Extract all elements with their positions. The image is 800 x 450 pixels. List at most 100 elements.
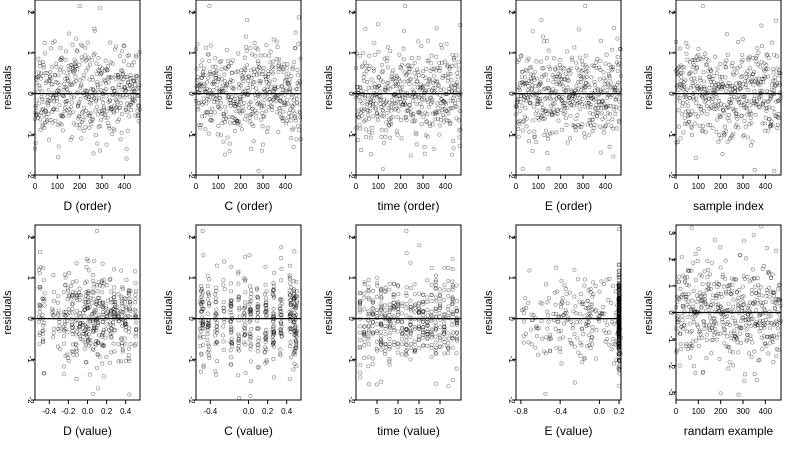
scatter-point: [378, 93, 383, 99]
scatter-point: [211, 80, 216, 85]
scatter-point: [412, 70, 417, 75]
scatter-point: [95, 289, 100, 294]
scatter-point: [604, 96, 609, 101]
scatter-point: [123, 308, 129, 313]
scatter-point: [614, 126, 619, 131]
scatter-point: [117, 82, 122, 88]
scatter-point: [678, 286, 683, 291]
scatter-point: [269, 85, 274, 90]
y-tick-label: 2: [667, 10, 676, 15]
scatter-point: [66, 288, 71, 293]
scatter-point: [33, 140, 38, 146]
scatter-point: [216, 79, 221, 84]
scatter-point: [104, 283, 109, 288]
scatter-point: [198, 335, 203, 340]
scatter-point: [270, 64, 275, 69]
scatter-point: [450, 330, 455, 335]
scatter-point: [293, 46, 298, 51]
scatter-point: [257, 94, 262, 99]
scatter-point: [265, 84, 270, 89]
scatter-point: [380, 70, 385, 75]
scatter-point: [73, 60, 78, 65]
scatter-point: [677, 124, 682, 129]
scatter-point: [748, 103, 753, 108]
scatter-point: [113, 97, 118, 102]
scatter-point: [217, 88, 222, 93]
scatter-point: [425, 307, 430, 313]
scatter-point: [292, 114, 297, 119]
scatter-point: [287, 281, 292, 286]
scatter-point: [287, 81, 292, 86]
scatter-point: [98, 72, 103, 77]
scatter-point: [294, 137, 299, 142]
y-tick-label: 1: [507, 51, 516, 56]
scatter-point: [103, 327, 109, 332]
scatter-point: [573, 116, 578, 121]
scatter-point: [51, 107, 56, 112]
scatter-point: [590, 329, 595, 334]
scatter-point: [62, 81, 67, 86]
scatter-point: [388, 105, 393, 110]
scatter-point: [72, 68, 77, 73]
scatter-point: [205, 110, 210, 115]
x-tick-label: 0: [674, 182, 679, 191]
scatter-point: [256, 101, 261, 106]
scatter-point: [615, 36, 620, 41]
scatter-point: [212, 96, 217, 102]
scatter-point: [198, 100, 203, 105]
scatter-point: [774, 335, 779, 340]
scatter-point: [71, 95, 76, 100]
scatter-point: [578, 353, 583, 358]
scatter-point: [92, 26, 97, 31]
scatter-point: [694, 299, 699, 304]
x-tick-label: 0: [514, 182, 519, 191]
scatter-point: [601, 85, 606, 91]
x-tick-label: 5: [375, 407, 380, 416]
scatter-point: [112, 291, 117, 296]
scatter-point: [715, 66, 720, 71]
scatter-point: [241, 78, 246, 84]
scatter-point: [51, 272, 56, 278]
scatter-point: [260, 142, 266, 147]
x-axis-title: time (value): [377, 424, 440, 438]
y-tick-label: 0: [26, 91, 35, 96]
scatter-point: [121, 43, 126, 48]
scatter-point: [106, 99, 111, 105]
scatter-point: [74, 122, 79, 127]
scatter-point: [34, 76, 39, 81]
scatter-point: [236, 51, 241, 56]
scatter-point: [529, 327, 534, 332]
scatter-point: [254, 115, 259, 120]
scatter-point: [95, 104, 100, 109]
scatter-point: [359, 64, 364, 70]
scatter-point: [226, 64, 231, 69]
scatter-point: [218, 133, 224, 138]
scatter-point: [258, 53, 263, 58]
scatter-point: [90, 278, 95, 283]
scatter-point: [263, 264, 268, 269]
scatter-point: [544, 282, 549, 287]
scatter-point: [265, 74, 270, 79]
scatter-point: [199, 83, 204, 88]
scatter-point: [357, 123, 362, 128]
scatter-point: [93, 108, 98, 113]
scatter-point: [253, 45, 258, 50]
x-axis-title: D (value): [63, 424, 112, 438]
point-cloud: [198, 229, 300, 401]
scatter-point: [100, 261, 105, 266]
x-tick-label: 0.2: [101, 407, 113, 416]
scatter-point: [698, 104, 704, 109]
scatter-point: [81, 109, 86, 114]
scatter-point: [379, 347, 384, 352]
scatter-point: [297, 111, 302, 116]
y-tick-label: -1: [667, 131, 676, 139]
scatter-point: [73, 64, 78, 69]
scatter-point: [764, 245, 769, 251]
scatter-point: [260, 71, 265, 77]
scatter-point: [366, 309, 371, 314]
scatter-point: [442, 59, 447, 64]
scatter-point: [129, 75, 134, 81]
scatter-point: [263, 340, 268, 345]
scatter-point: [271, 306, 276, 311]
scatter-point: [597, 77, 602, 82]
